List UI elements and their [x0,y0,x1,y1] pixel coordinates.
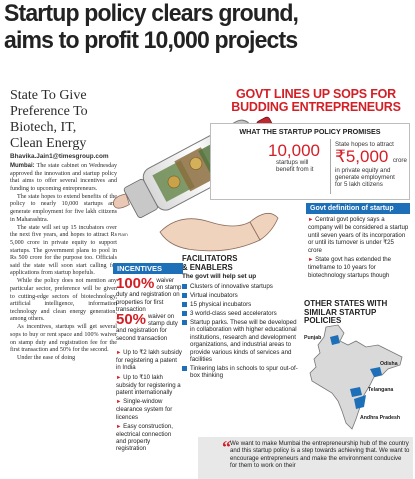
body-paragraph-3: The state will set up 15 incubators over… [10,224,117,277]
list-item: Clusters of innovative startups [182,283,300,290]
state-label-telangana: Telangana [368,387,394,393]
arrow-icon: ► [116,399,122,406]
infographic-title: GOVT LINES UP SOPS FOR BUDDING ENTREPREN… [220,88,412,114]
facilitators-title: FACILITATORS & ENABLERS [182,254,238,272]
arrow-icon: ► [116,374,122,381]
headline-line-2: aims to profit 10,000 projects [4,27,298,54]
list-item: Tinkering labs in schools to spur out-of… [182,365,300,380]
dateline: Mumbai: [10,163,35,169]
state-label-andhra-pradesh: Andhra Pradesh [360,415,401,421]
body-paragraph-6: Under the ease of doing [17,355,76,362]
body-paragraph-5: As incentives, startups will get several… [10,324,117,354]
definition-item: ► State govt has extended the timeframe … [308,256,392,279]
arrow-icon: ► [116,350,122,356]
headline: Startup policy clears ground, aims to pr… [4,0,388,54]
stat-startups-value: 10,000 [268,141,320,160]
india-map-shape [309,324,403,430]
article-body: Mumbai: The state cabinet on Wednesday a… [10,163,117,363]
arrow-icon: ► [308,257,314,264]
list-item: Startup parks. These will be developed i… [182,319,300,363]
quote-text: We want to make Mumbai the entrepreneurs… [230,440,410,469]
bullet-square-icon [182,302,187,307]
bullet-square-icon [182,293,187,298]
stat-equity-lead: State hopes to attract [335,141,394,148]
list-item: ► Up to ₹2 lakh subsidy for registering … [116,349,182,372]
body-paragraph-4: While the policy does not mention any pa… [10,278,117,323]
body-paragraph-1: Mumbai: The state cabinet on Wednesday a… [10,163,117,192]
definition-header: Govt definition of startup [306,203,410,214]
byline: Bhavika.Jain1@timesgroup.com [10,153,109,160]
bullet-square-icon [182,311,187,316]
list-item: ► Easy construction, electrical connecti… [116,422,173,453]
quote-box [198,437,413,479]
other-states-title: OTHER STATES WITH SIMILAR STARTUP POLICI… [304,299,388,326]
arrow-icon: ► [308,217,314,223]
stat-startups: 10,000 startups will benefit from it [268,142,334,173]
illustration-credit: Ram [118,232,128,237]
bullet-square-icon [182,366,187,372]
india-map: Punjab Odisha Telangana Andhra Pradesh [304,323,412,433]
list-item: Virtual incubators [182,292,300,299]
stat-equity-line-1: in private equity and [335,167,391,174]
promises-box [210,123,410,200]
promises-title: WHAT THE STARTUP POLICY PROMISES [239,127,381,136]
stat-divider [330,139,331,194]
incentive-value: 100% [116,275,155,292]
subheadline: State To Give Preference To Biotech, IT,… [10,88,88,151]
facilitators-list: Clusters of innovative startups Virtual … [182,283,300,381]
bullet-square-icon [182,320,187,325]
body-paragraph-2: The state hopes to extend benefits of th… [10,193,117,223]
incentive-value: 50% [116,311,147,328]
stat-equity: State hopes to attract ₹5,000 crore in p… [335,141,411,188]
state-label-odisha: Odisha [380,361,398,367]
stat-equity-value: ₹5,000 [335,147,389,166]
infographic-title-line-1: GOVT LINES UP SOPS FOR [236,87,396,101]
list-item: ► Up to ₹10 lakh subsidy for registering… [116,373,181,397]
incentive-list: ► Up to ₹2 lakh subsidy for registering … [116,349,182,455]
incentive-stamp-duty-first: 100% waiver on stamp duty and registrati… [116,275,182,313]
incentives-header: INCENTIVES [113,263,183,274]
list-item: 15 physical incubators [182,301,300,308]
headline-line-1: Startup policy clears ground, [4,0,299,27]
state-label-punjab: Punjab [304,335,322,341]
definition-list: ► Central govt policy says a company wil… [308,216,409,281]
list-item: 3 world-class seed accelerators [182,310,300,317]
arrow-icon: ► [116,423,122,430]
facilitators-subtitle: The govt will help set up [182,273,257,280]
stat-equity-line-2: generate employment [335,174,395,181]
stat-startups-line-1: startups will [276,159,309,166]
stat-startups-line-2: benefit from it [276,166,314,173]
incentive-stamp-duty-second: 50% waiver on stamp duty and registratio… [116,311,178,342]
infographic-title-line-2: BUDDING ENTREPRENEURS [231,100,401,114]
bullet-square-icon [182,284,187,289]
quote-mark-icon: “ [222,437,231,457]
stat-equity-unit: crore [392,157,407,164]
list-item: ► Single-window clearance system for lic… [116,398,173,421]
stat-equity-line-3: for 5 lakh citizens [335,181,383,188]
definition-item: ► Central govt policy says a company wil… [308,216,409,254]
